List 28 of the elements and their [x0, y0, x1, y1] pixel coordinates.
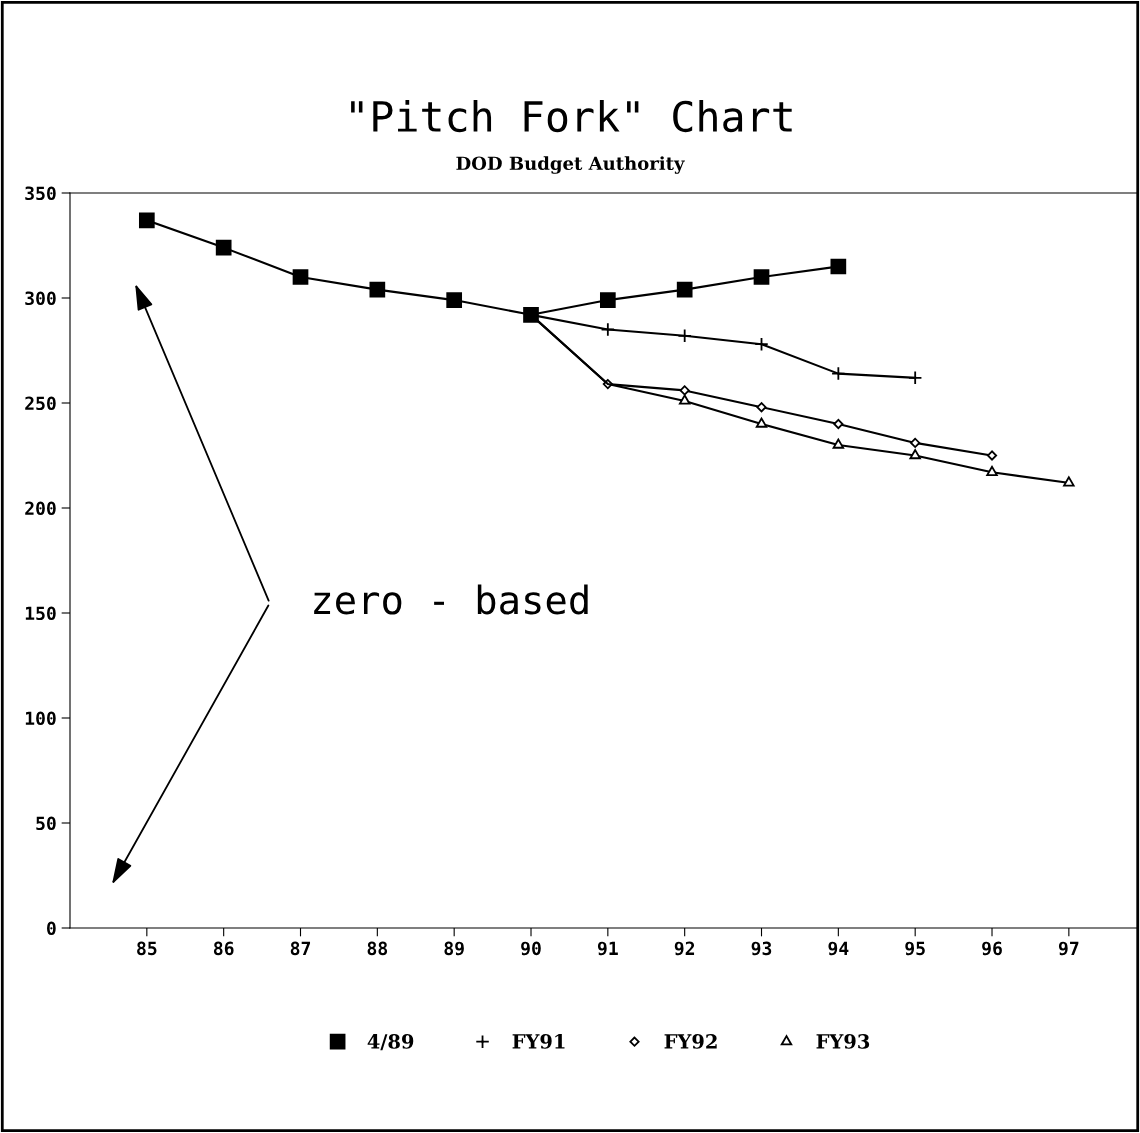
x-tick-label: 87 — [290, 941, 311, 956]
legend-label: FY92 — [664, 1034, 717, 1049]
y-tick-label: 50 — [36, 816, 56, 831]
legend-label: FY93 — [816, 1034, 870, 1049]
x-tick-label: 94 — [828, 941, 849, 956]
x-tick-label: 89 — [444, 941, 464, 956]
y-tick-label: 200 — [25, 501, 56, 516]
y-tick-label: 100 — [25, 711, 56, 726]
x-tick-label: 97 — [1058, 941, 1079, 956]
y-tick-label: 350 — [25, 186, 56, 201]
x-tick-label: 93 — [751, 941, 772, 956]
x-tick-label: 90 — [521, 941, 541, 956]
x-tick-label: 86 — [213, 941, 234, 956]
y-tick-label: 0 — [47, 921, 56, 936]
chart-title: "Pitch Fork" Chart — [351, 99, 792, 133]
legend-label: 4/89 — [367, 1034, 414, 1051]
x-tick-label: 95 — [905, 941, 925, 956]
legend-label: FY91 — [512, 1034, 565, 1049]
y-tick-label: 300 — [25, 291, 56, 306]
annotation: zero - based — [314, 584, 588, 615]
x-tick-label: 88 — [367, 941, 388, 956]
y-tick-label: 250 — [25, 396, 56, 411]
x-tick-label: 96 — [982, 941, 1002, 956]
y-tick-label: 150 — [25, 606, 56, 621]
x-tick-label: 85 — [137, 941, 157, 956]
x-tick-label: 92 — [674, 941, 695, 956]
x-tick-label: 91 — [597, 941, 618, 956]
chart-subtitle: DOD Budget Authority — [456, 156, 685, 174]
